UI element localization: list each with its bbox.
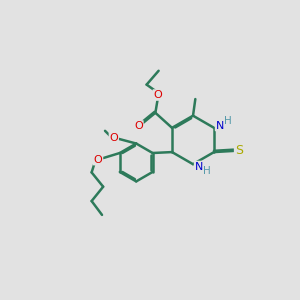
Text: S: S	[235, 144, 243, 158]
Text: H: H	[203, 166, 211, 176]
Text: H: H	[224, 116, 232, 126]
Text: O: O	[94, 155, 103, 165]
Text: O: O	[134, 121, 143, 131]
Text: O: O	[110, 133, 118, 143]
Text: N: N	[195, 161, 203, 172]
Text: N: N	[216, 121, 224, 130]
Text: O: O	[153, 90, 162, 100]
